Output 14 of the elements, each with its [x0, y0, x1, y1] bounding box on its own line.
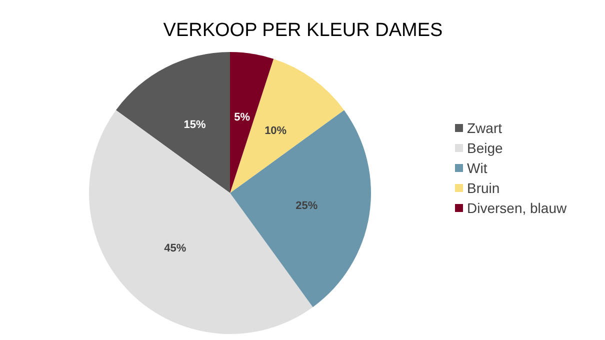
pie-slice: [230, 110, 371, 308]
chart-title: VERKOOP PER KLEUR DAMES: [163, 20, 443, 41]
data-label: 10%: [264, 125, 287, 138]
pie-slice: [230, 58, 344, 193]
legend-label: Diversen, blauw: [467, 200, 568, 216]
legend-label: Zwart: [467, 120, 502, 136]
data-label: 15%: [184, 118, 206, 131]
legend-label: Bruin: [467, 180, 500, 196]
data-label: 25%: [296, 200, 318, 212]
data-label: 5%: [234, 111, 250, 124]
legend-label: Wit: [467, 160, 488, 176]
legend-label: Beige: [467, 140, 504, 156]
pie-slice: [116, 52, 230, 193]
data-label: 45%: [164, 242, 186, 255]
